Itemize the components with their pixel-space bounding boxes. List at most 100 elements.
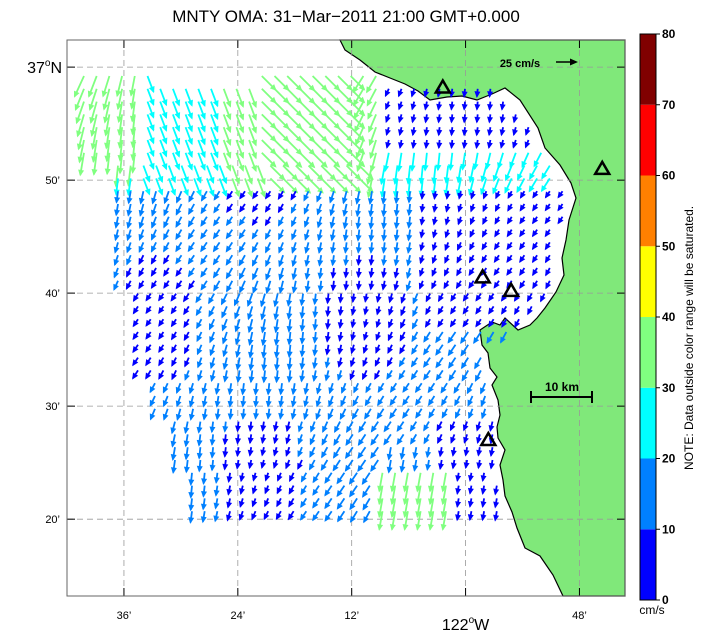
current-vector-head xyxy=(299,513,307,521)
current-vector-head xyxy=(303,412,309,421)
current-vector-head xyxy=(398,372,405,381)
current-vector-head xyxy=(388,296,394,304)
current-vector-head xyxy=(175,257,182,265)
current-vector-head xyxy=(432,193,439,200)
current-vector-head xyxy=(455,475,462,483)
current-vector-head xyxy=(346,425,352,434)
current-vector-head xyxy=(235,376,242,384)
current-vector-head xyxy=(432,205,439,213)
current-vector-head xyxy=(393,259,400,267)
current-vector-head xyxy=(261,364,268,372)
current-vector-head xyxy=(162,386,169,394)
current-vector-head xyxy=(383,425,390,433)
current-vector-head xyxy=(304,260,311,267)
current-vector-head xyxy=(410,142,417,150)
current-vectors xyxy=(73,75,564,531)
current-vector-head xyxy=(526,295,533,303)
current-vector-head xyxy=(264,500,270,508)
current-vector-head xyxy=(188,413,195,421)
current-vector-head xyxy=(393,234,400,242)
latitude-labels: 37oN 50’ 40’ 30’ 20’ xyxy=(27,58,62,526)
current-vector-head xyxy=(282,161,290,168)
current-vector-head xyxy=(441,411,448,419)
current-vector-head xyxy=(251,164,257,173)
current-vector-head xyxy=(299,375,306,383)
current-vector-head xyxy=(455,488,462,495)
current-vector-head xyxy=(437,436,443,445)
current-vector-head xyxy=(370,438,377,446)
map-title: MNTY OMA: 31−Mar−2011 21:00 GMT+0.000 xyxy=(172,7,520,26)
current-vector-head xyxy=(412,297,419,305)
current-vector-head xyxy=(415,398,422,406)
current-vector-head xyxy=(512,141,518,149)
current-vector-head xyxy=(234,177,240,185)
current-vector-head xyxy=(251,139,257,147)
current-vector-head xyxy=(350,347,356,355)
current-vector-head xyxy=(187,245,194,253)
current-vector-head xyxy=(148,137,155,145)
current-vector-head xyxy=(493,501,500,509)
current-vector-head xyxy=(355,259,362,267)
current-vector-head xyxy=(519,217,526,225)
current-vector-head xyxy=(469,205,476,213)
current-vector-head xyxy=(269,160,277,168)
current-vector-head xyxy=(329,234,336,242)
current-vector-head xyxy=(200,138,206,146)
colorbar-tick-label: 30 xyxy=(662,381,676,395)
current-vector-head xyxy=(436,142,443,150)
current-vector-head xyxy=(336,477,343,485)
current-vector-head xyxy=(183,466,190,474)
current-vector-head xyxy=(290,412,297,420)
current-vector-head xyxy=(328,196,335,204)
current-vector-head xyxy=(175,220,182,228)
current-vector-head xyxy=(295,161,303,169)
current-vector-head xyxy=(432,218,438,226)
colorbar-segment xyxy=(640,529,656,600)
current-vector-head xyxy=(225,232,232,240)
current-vector-head xyxy=(197,374,203,382)
current-vector-head xyxy=(238,232,245,240)
current-vector-head xyxy=(506,230,513,238)
current-vector-head xyxy=(501,320,508,328)
current-vector-head xyxy=(264,232,271,240)
current-vector-head xyxy=(200,232,207,240)
current-vector-head xyxy=(312,488,319,496)
current-vector-head xyxy=(507,204,514,212)
current-vector-head xyxy=(544,243,551,251)
current-vector-head xyxy=(444,218,451,226)
current-vector-head xyxy=(368,271,375,279)
current-vector-head xyxy=(303,400,310,408)
current-vector-head xyxy=(512,116,519,124)
current-vector-head xyxy=(222,350,228,358)
current-vector-head xyxy=(488,424,495,433)
current-vector-head xyxy=(474,91,481,98)
current-vector-head xyxy=(291,246,297,254)
current-vector-head xyxy=(195,296,202,304)
current-vector-head xyxy=(200,516,207,524)
current-vector-head xyxy=(540,295,546,303)
current-vector-head xyxy=(261,376,268,384)
current-vector-head xyxy=(370,464,377,472)
current-vector-head xyxy=(450,294,457,302)
current-vector-head xyxy=(163,233,169,241)
current-vector-head xyxy=(327,412,334,421)
lon-tick-label: 12’ xyxy=(344,610,359,622)
map-area xyxy=(66,39,626,597)
current-vector-head xyxy=(113,283,119,291)
current-vector-head xyxy=(200,503,207,511)
current-vector-head xyxy=(375,346,381,354)
current-vector-head xyxy=(200,151,206,159)
current-vector-head xyxy=(291,233,297,241)
current-vector-head xyxy=(341,197,348,205)
current-vector-head xyxy=(214,388,221,396)
current-vector-head xyxy=(504,174,511,182)
current-vector-head xyxy=(352,399,359,407)
current-vector-head xyxy=(500,336,506,344)
current-vector-head xyxy=(435,361,442,369)
current-vector-head xyxy=(225,126,232,134)
current-vector-head xyxy=(209,464,216,472)
current-vector-head xyxy=(410,129,417,137)
current-vector-head xyxy=(321,438,328,446)
current-vector-head xyxy=(486,142,493,150)
current-vector-head xyxy=(368,210,375,218)
